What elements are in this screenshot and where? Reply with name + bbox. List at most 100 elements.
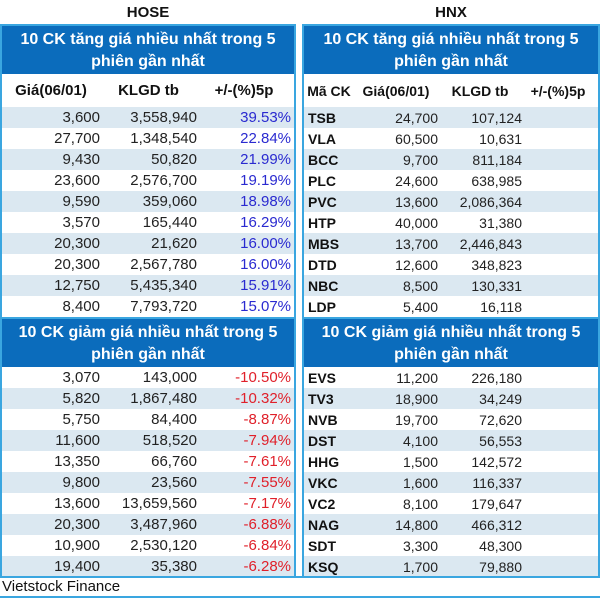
cell-ticker: BCC [308, 151, 339, 168]
table-row: 20,300 3,487,960 -6.88% [2, 514, 294, 535]
cell-volume: 72,620 [479, 411, 522, 428]
cell-volume: 107,124 [471, 109, 522, 126]
cell-change: -10.50% [235, 369, 291, 386]
col-change: +/-(%)5p [214, 82, 274, 99]
table-row: 12,750 5,435,340 15.91% [2, 275, 294, 296]
table-row: 20,300 21,620 16.00% [2, 233, 294, 254]
cell-price: 9,800 [62, 474, 100, 491]
cell-change: -8.87% [243, 411, 291, 428]
gainers-table: 3,600 3,558,940 39.53% 27,700 1,348,540 22.84… [2, 107, 294, 317]
cell-price: 1,600 [402, 474, 438, 491]
col-ticker: Mã CK [307, 82, 351, 99]
table-row: EVS 11,200 226,180 [304, 367, 598, 388]
cell-price: 20,300 [54, 256, 100, 273]
cell-volume: 2,530,120 [130, 537, 197, 554]
cell-volume: 50,820 [151, 151, 197, 168]
cell-price: 23,600 [54, 172, 100, 189]
cell-price: 13,700 [395, 235, 438, 252]
cell-price: 19,700 [395, 411, 438, 428]
cell-change: -7.94% [243, 432, 291, 449]
table-row: NVB 19,700 72,620 [304, 409, 598, 430]
cell-price: 4,100 [402, 432, 438, 449]
cell-change: 15.91% [240, 277, 291, 294]
table-row: LDP 5,400 16,118 [304, 296, 598, 317]
table-row: VKC 1,600 116,337 [304, 472, 598, 493]
cell-volume: 518,520 [142, 432, 197, 449]
col-price: Giá(06/01) [362, 82, 430, 99]
cell-change: -7.17% [243, 495, 291, 512]
col-change: +/-(%)5p [530, 82, 586, 99]
hose-label: HOSE [126, 4, 170, 21]
cell-price: 3,070 [62, 369, 100, 386]
cell-volume: 23,560 [151, 474, 197, 491]
cell-volume: 7,793,720 [130, 298, 197, 315]
cell-volume: 35,380 [151, 558, 197, 575]
table-row: 3,600 3,558,940 39.53% [2, 107, 294, 128]
cell-volume: 1,348,540 [130, 130, 197, 147]
table-row: KSQ 1,700 79,880 [304, 556, 598, 577]
table-row: 9,430 50,820 21.99% [2, 149, 294, 170]
cell-price: 9,590 [62, 193, 100, 210]
table-row: 23,600 2,576,700 19.19% [2, 170, 294, 191]
cell-price: 20,300 [54, 235, 100, 252]
table-row: 9,590 359,060 18.98% [2, 191, 294, 212]
cell-change: -7.55% [243, 474, 291, 491]
cell-price: 9,700 [402, 151, 438, 168]
table-row: 3,570 165,440 16.29% [2, 212, 294, 233]
cell-volume: 66,760 [151, 453, 197, 470]
table-row: PVC 13,600 2,086,364 [304, 191, 598, 212]
table-row: VLA 60,500 10,631 [304, 128, 598, 149]
table-row: DTD 12,600 348,823 [304, 254, 598, 275]
losers-title: 10 CK giảm giá nhiều nhất trong 5 phiên … [2, 317, 294, 367]
cell-volume: 21,620 [151, 235, 197, 252]
col-volume: KLGD tb [451, 82, 509, 99]
hnx-label: HNX [435, 4, 467, 21]
cell-change: 16.29% [240, 214, 291, 231]
table-row: 11,600 518,520 -7.94% [2, 430, 294, 451]
cell-ticker: LDP [308, 298, 336, 315]
cell-price: 12,600 [395, 256, 438, 273]
cell-price: 13,600 [395, 193, 438, 210]
cell-change: -6.88% [243, 516, 291, 533]
table-row: HTP 40,000 31,380 [304, 212, 598, 233]
table-row: 20,300 2,567,780 16.00% [2, 254, 294, 275]
cell-volume: 2,086,364 [459, 193, 522, 210]
cell-volume: 142,572 [471, 453, 522, 470]
table-row: 13,600 13,659,560 -7.17% [2, 493, 294, 514]
cell-price: 5,750 [62, 411, 100, 428]
cell-volume: 1,867,480 [130, 390, 197, 407]
cell-ticker: VLA [308, 130, 336, 147]
table-row: SDT 3,300 48,300 [304, 535, 598, 556]
cell-volume: 466,312 [471, 516, 522, 533]
cell-price: 27,700 [54, 130, 100, 147]
cell-volume: 143,000 [142, 369, 197, 386]
table-row: 8,400 7,793,720 15.07% [2, 296, 294, 317]
cell-price: 10,900 [54, 537, 100, 554]
cell-ticker: PVC [308, 193, 337, 210]
cell-price: 9,430 [62, 151, 100, 168]
cell-volume: 79,880 [479, 558, 522, 575]
source-text: Vietstock Finance [2, 578, 121, 595]
cell-volume: 13,659,560 [121, 495, 197, 512]
cell-ticker: HTP [308, 214, 336, 231]
losers-table: EVS 11,200 226,180 TV3 18,900 34,249 NVB 19,700… [304, 367, 598, 577]
cell-ticker: DTD [308, 256, 337, 273]
table-row: TV3 18,900 34,249 [304, 388, 598, 409]
table-row: MBS 13,700 2,446,843 [304, 233, 598, 254]
table-row: HHG 1,500 142,572 [304, 451, 598, 472]
table-row: VC2 8,100 179,647 [304, 493, 598, 514]
cell-ticker: KSQ [308, 558, 339, 575]
cell-change: -6.28% [243, 558, 291, 575]
column-header-row: Mã CK Giá(06/01) KLGD tb +/-(%)5p [304, 74, 598, 107]
cell-change: 18.98% [240, 193, 291, 210]
cell-price: 8,100 [402, 495, 438, 512]
table-row: 19,400 35,380 -6.28% [2, 556, 294, 577]
cell-change: -10.32% [235, 390, 291, 407]
cell-volume: 165,440 [142, 214, 197, 231]
cell-price: 12,750 [54, 277, 100, 294]
cell-change: 39.53% [240, 109, 291, 126]
cell-price: 13,350 [54, 453, 100, 470]
cell-price: 11,200 [396, 369, 438, 386]
cell-price: 11,600 [55, 432, 100, 449]
cell-ticker: PLC [308, 172, 336, 189]
